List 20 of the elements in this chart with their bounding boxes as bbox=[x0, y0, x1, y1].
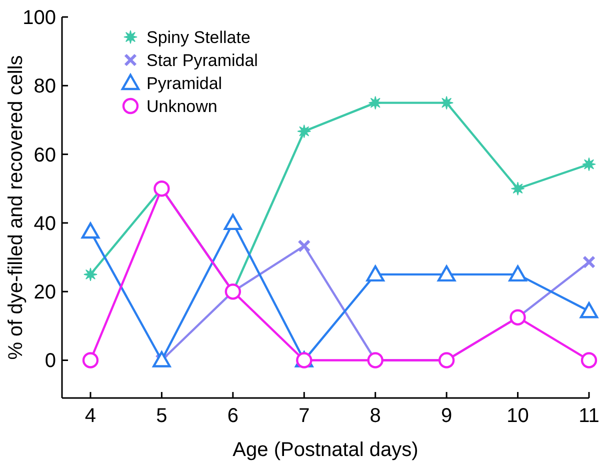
x-tick-label: 5 bbox=[156, 405, 168, 427]
x-tick-label: 7 bbox=[298, 405, 310, 427]
legend-label: Spiny Stellate bbox=[146, 28, 250, 47]
legend-label: Pyramidal bbox=[146, 74, 222, 93]
x-axis-title: Age (Postnatal days) bbox=[232, 439, 418, 461]
x-tick-label: 11 bbox=[578, 405, 600, 427]
y-tick-label: 100 bbox=[22, 7, 56, 29]
y-tick-label: 40 bbox=[34, 212, 56, 235]
y-axis-title: % of dye-filled and recovered cells bbox=[5, 55, 27, 360]
x-tick-label: 10 bbox=[506, 405, 529, 427]
y-tick-label: 80 bbox=[34, 76, 56, 98]
x-tick-label: 6 bbox=[227, 405, 238, 427]
legend-label: Unknown bbox=[146, 97, 218, 116]
x-tick-label: 9 bbox=[441, 405, 452, 427]
x-tick-label: 4 bbox=[84, 405, 96, 427]
y-tick-label: 20 bbox=[34, 282, 56, 304]
x-tick-label: 8 bbox=[370, 405, 381, 427]
legend-label: Star Pyramidal bbox=[146, 51, 258, 70]
y-tick-label: 60 bbox=[34, 144, 56, 166]
y-tick-label: 0 bbox=[44, 350, 56, 372]
